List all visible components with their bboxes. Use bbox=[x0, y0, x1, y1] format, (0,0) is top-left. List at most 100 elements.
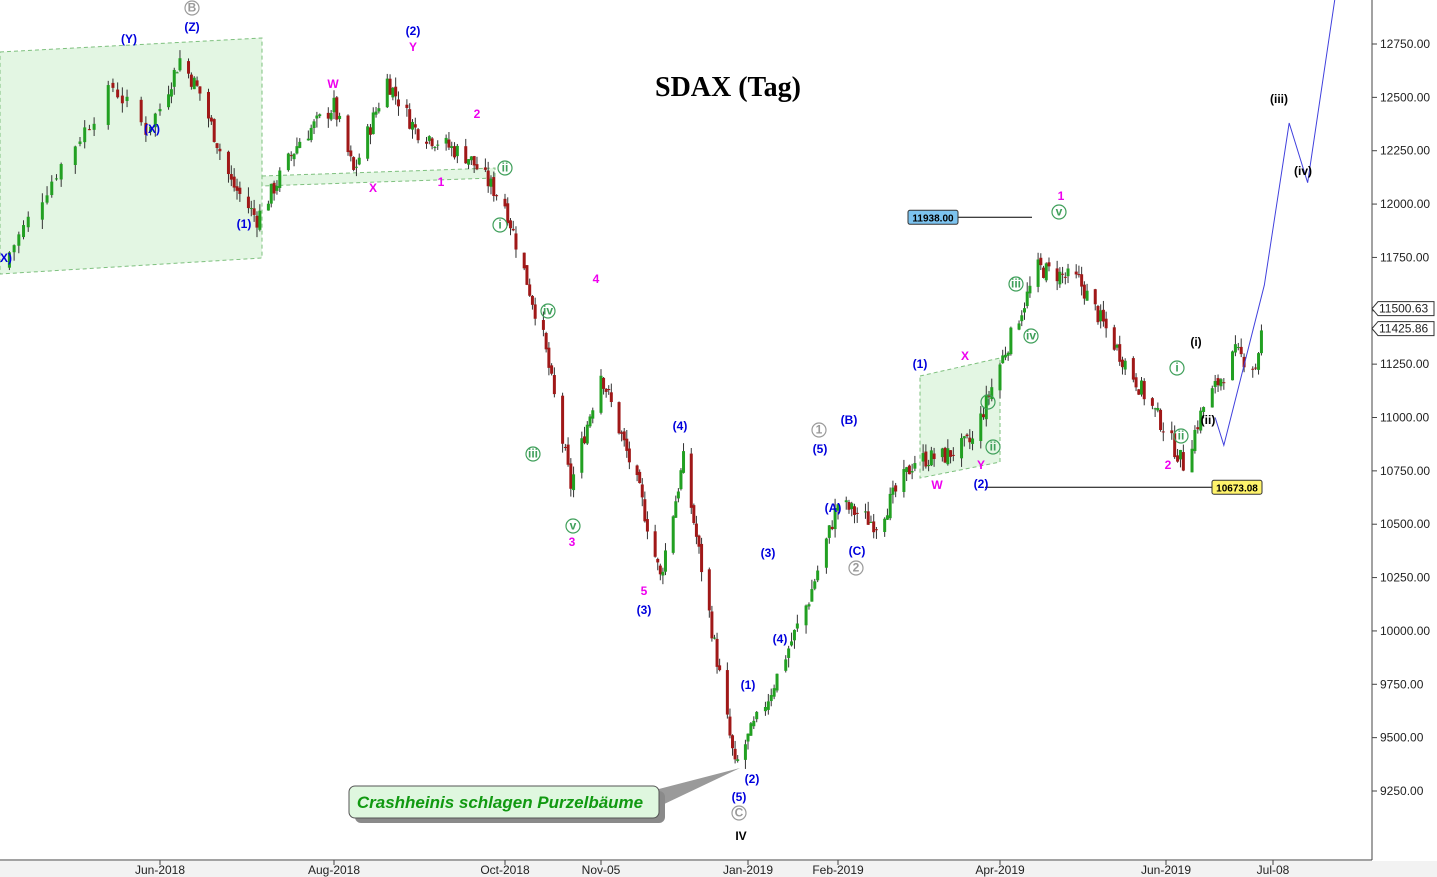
candle-body bbox=[1085, 290, 1089, 301]
candle-body bbox=[158, 109, 162, 112]
candle-body bbox=[728, 716, 732, 736]
candle-body bbox=[153, 113, 157, 128]
wave-label: (2) bbox=[974, 477, 989, 491]
candle-body bbox=[746, 733, 750, 742]
candle-body bbox=[836, 504, 840, 511]
wave-label: iii bbox=[1008, 276, 1024, 292]
candle-body bbox=[218, 148, 222, 152]
candle-body bbox=[946, 448, 950, 465]
wave-label-circle bbox=[1008, 276, 1024, 292]
candle-body bbox=[733, 748, 737, 760]
wave-label-text: (5) bbox=[732, 790, 747, 804]
wave-label: 1 bbox=[811, 422, 827, 438]
candle-body bbox=[1006, 352, 1010, 356]
x-tick-label: Feb-2019 bbox=[812, 863, 864, 877]
candles bbox=[7, 50, 1263, 769]
candle-body bbox=[913, 463, 917, 469]
candle-body bbox=[87, 129, 91, 131]
y-tick-label: 10500.00 bbox=[1380, 517, 1430, 531]
candle-body bbox=[755, 711, 759, 720]
candle-body bbox=[850, 503, 854, 510]
candle-body bbox=[891, 487, 895, 495]
candle-body bbox=[467, 159, 471, 165]
wave-label: (B) bbox=[841, 413, 858, 427]
candle-body bbox=[1153, 408, 1157, 410]
wave-label-text: (ii) bbox=[1201, 413, 1216, 427]
candle-body bbox=[792, 629, 796, 641]
candle-body bbox=[1196, 427, 1200, 430]
candle-body bbox=[1159, 409, 1163, 431]
wave-label-text: 2 bbox=[1165, 458, 1172, 472]
candle-body bbox=[1063, 276, 1067, 278]
candle-body bbox=[905, 467, 909, 473]
wave-label: 1 bbox=[438, 175, 445, 189]
candle-body bbox=[749, 723, 753, 736]
candle-body bbox=[198, 86, 202, 94]
candle-body bbox=[1001, 355, 1005, 364]
candle-body bbox=[1123, 360, 1127, 370]
candle-body bbox=[910, 471, 914, 473]
wave-label-circle bbox=[565, 518, 581, 534]
candle-body bbox=[852, 506, 856, 515]
wave-label-text: i bbox=[1175, 361, 1178, 375]
candle-body bbox=[658, 565, 662, 575]
wave-label: (1) bbox=[237, 217, 252, 231]
candle-body bbox=[1254, 367, 1258, 369]
candle-body bbox=[315, 115, 319, 119]
wave-label-text: 1 bbox=[1058, 189, 1065, 203]
candle-body bbox=[769, 695, 773, 702]
candle-body bbox=[272, 182, 276, 194]
price-level-label: 10673.08 bbox=[1216, 483, 1258, 494]
candle-body bbox=[416, 129, 420, 141]
candle-body bbox=[602, 377, 606, 389]
candle-body bbox=[1039, 257, 1043, 266]
candle-body bbox=[929, 450, 933, 466]
candle-body bbox=[391, 87, 395, 98]
candle-body bbox=[503, 198, 507, 207]
candle-body bbox=[511, 228, 515, 231]
candle-body bbox=[1161, 431, 1165, 433]
candle-body bbox=[54, 178, 58, 180]
wave-label: (X) bbox=[144, 122, 160, 136]
candle-body bbox=[697, 535, 701, 547]
y-tick-label: 9250.00 bbox=[1380, 784, 1424, 798]
candle-body bbox=[965, 434, 969, 437]
wave-label: ii bbox=[497, 160, 513, 176]
wave-label: (i) bbox=[1190, 335, 1201, 349]
wave-label: i bbox=[492, 217, 508, 233]
y-tick-label: 9750.00 bbox=[1380, 677, 1424, 691]
candle-body bbox=[772, 688, 776, 697]
candle-body bbox=[784, 659, 788, 671]
candle-body bbox=[255, 215, 259, 228]
y-tick-label: 10000.00 bbox=[1380, 624, 1430, 638]
candle-body bbox=[455, 145, 459, 157]
candle-body bbox=[120, 95, 124, 104]
candle-body bbox=[1044, 263, 1048, 281]
candle-body bbox=[863, 511, 867, 513]
candle-body bbox=[827, 525, 831, 538]
candle-body bbox=[1231, 351, 1235, 381]
candle-body bbox=[1115, 344, 1119, 348]
y-tick-label: 12000.00 bbox=[1380, 197, 1430, 211]
candle-body bbox=[627, 448, 631, 463]
wave-label-text: (3) bbox=[761, 546, 776, 560]
candle-body bbox=[450, 146, 454, 149]
wave-label-circle bbox=[848, 560, 864, 576]
candle-body bbox=[144, 122, 148, 135]
candle-body bbox=[7, 252, 11, 268]
candle-body bbox=[371, 112, 375, 135]
candle-body bbox=[766, 701, 770, 710]
candle-body bbox=[902, 469, 906, 492]
candle-body bbox=[653, 531, 657, 557]
candle-body bbox=[50, 181, 54, 196]
candle-body bbox=[396, 99, 400, 107]
wave-label: (5) bbox=[732, 790, 747, 804]
wave-label: (ii) bbox=[1201, 413, 1216, 427]
candle-body bbox=[544, 333, 548, 350]
callout-pointer bbox=[655, 768, 740, 806]
candle-body bbox=[982, 414, 986, 418]
candle-body bbox=[178, 58, 182, 71]
wave-label: (4) bbox=[673, 419, 688, 433]
wave-label-circle bbox=[985, 439, 1001, 455]
